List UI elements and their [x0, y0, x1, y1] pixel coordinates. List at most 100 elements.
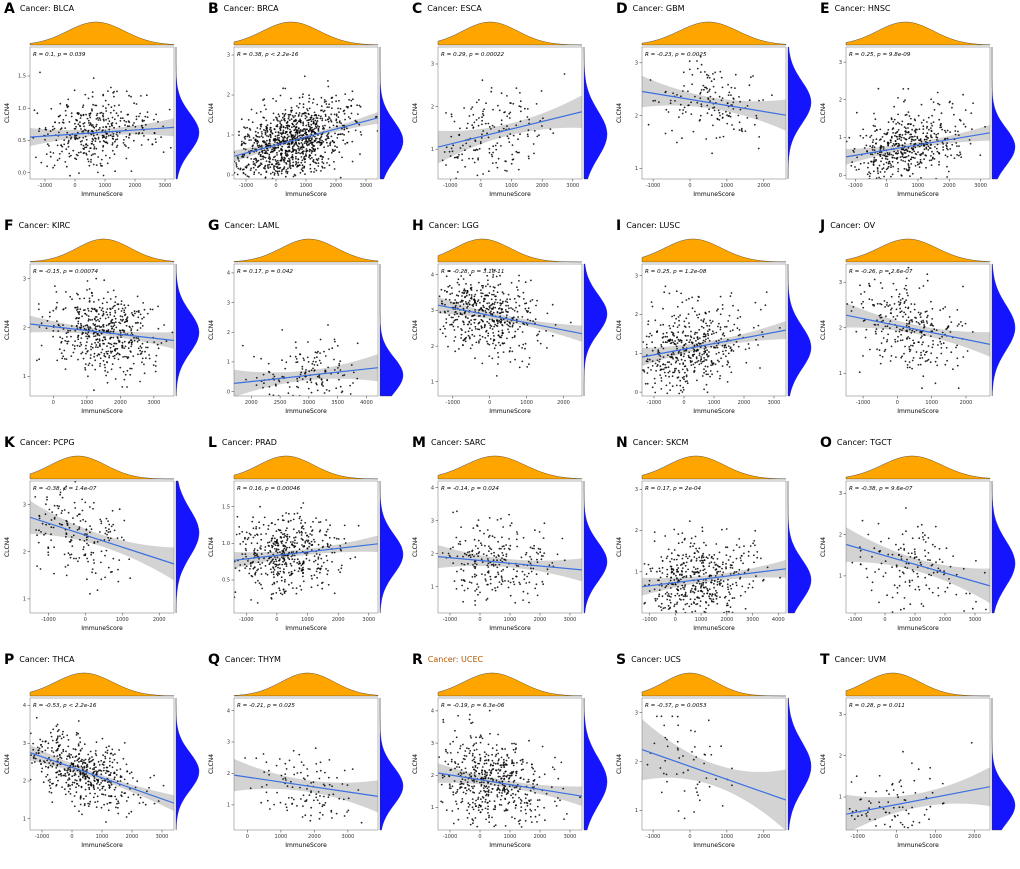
stats-annotation: R = -0.19, p = 6.3e-06: [441, 703, 505, 709]
stats-annotation: R = -0.53, p < 2.2e-16: [33, 703, 97, 709]
top-density-curve: [641, 21, 787, 46]
y-axis-label: CLCN4: [820, 754, 827, 774]
svg-text:1000: 1000: [721, 183, 734, 189]
svg-text:1000: 1000: [925, 400, 938, 406]
panel-chart: R = -0.28, p = 3.1e-11 -1000 0 1000 2000 1 2 3 4…: [412, 238, 608, 415]
x-axis-ticks: -1000 0 1000 2000: [446, 396, 570, 406]
x-axis-label: ImmuneScore: [693, 625, 735, 632]
panel-letter: P: [4, 651, 15, 668]
x-axis-ticks: -1000 0 1000 2000: [856, 396, 972, 406]
y-axis-ticks: 123: [431, 62, 438, 153]
x-axis-ticks: -1000 0 1000 2000 3000: [443, 179, 579, 189]
svg-text:2000: 2000: [943, 183, 956, 189]
panel-chart: R = -0.53, p < 2.2e-16 -1000 0 1000 2000 3000…: [4, 672, 200, 849]
svg-text:0: 0: [488, 400, 491, 406]
panel-R: R Cancer: UCEC R = -0.19, p = 6.3e-06 -1000…: [408, 651, 612, 868]
svg-text:2: 2: [839, 98, 842, 104]
scatter-points: [441, 510, 566, 606]
right-density-curve: [583, 263, 608, 396]
trend-line: [438, 304, 582, 335]
panel-letter: Q: [208, 651, 220, 668]
stats-annotation: R = 0.38, p < 2.2e-16: [237, 52, 299, 58]
svg-text:0.0: 0.0: [18, 170, 26, 176]
plot-area: [846, 47, 990, 179]
x-axis-ticks: -1000 0 1000 2000: [646, 830, 770, 840]
stats-annotation: R = -0.23, p = 0.0025: [645, 52, 707, 58]
panel-P: P Cancer: THCA R = -0.53, p < 2.2e-16 -1000…: [0, 651, 204, 868]
top-density-curve: [437, 21, 583, 46]
plot-border: [233, 263, 379, 397]
x-axis-label: ImmuneScore: [81, 408, 123, 415]
top-density-curve: [641, 455, 787, 480]
trend-line: [30, 752, 174, 804]
y-axis-ticks: 123: [635, 61, 642, 172]
cancer-label: Cancer: LAML: [224, 221, 280, 230]
panel-header: M Cancer: SARC: [408, 434, 612, 451]
x-axis-ticks: -1000 0 1000 2000 3000: [848, 179, 987, 189]
y-axis-label: CLCN4: [4, 103, 11, 123]
svg-text:0: 0: [84, 617, 87, 623]
svg-text:1000: 1000: [520, 400, 533, 406]
stats-annotation: R = -0.21, p = 0.025: [237, 703, 295, 709]
top-density-curve: [437, 238, 582, 263]
svg-text:2: 2: [839, 325, 842, 331]
panel-header: J Cancer: OV: [816, 217, 1020, 234]
panel-letter: L: [208, 434, 217, 451]
right-density-curve: [583, 481, 608, 614]
trend-line: [234, 543, 378, 561]
svg-text:-1000: -1000: [647, 400, 662, 406]
scatter-points: [642, 285, 781, 395]
plot-border: [233, 480, 379, 614]
panel-header: N Cancer: SKCM: [612, 434, 816, 451]
svg-text:3000: 3000: [148, 400, 161, 406]
panel-header: S Cancer: UCS: [612, 651, 816, 668]
top-density-curve: [845, 455, 991, 480]
stats-annotation: R = -0.38, p = 9.6e-07: [849, 486, 913, 492]
stats-annotation: R = 0.25, p = 1.2e-08: [645, 269, 707, 275]
trend-line: [642, 90, 786, 116]
panel-header: R Cancer: UCEC: [408, 651, 612, 668]
scatter-points: [244, 747, 363, 824]
cancer-label: Cancer: ESCA: [427, 4, 482, 13]
plot-border: [29, 480, 175, 614]
svg-text:0: 0: [839, 173, 842, 179]
x-axis-ticks: -1000 0 1000 2000 3000: [848, 613, 981, 623]
panel-letter: I: [616, 217, 622, 234]
cancer-label: Cancer: BLCA: [19, 4, 75, 13]
y-axis-ticks: 123: [839, 712, 846, 801]
cancer-label: Cancer: LUSC: [626, 221, 681, 230]
panel-letter: R: [412, 651, 423, 668]
right-density-curve: [991, 481, 1016, 614]
stats-annotation: R = 0.28, p = 0.011: [849, 703, 905, 709]
plot-border: [641, 697, 787, 831]
cancer-label: Cancer: LGG: [428, 221, 479, 230]
trend-line: [642, 749, 786, 801]
plot-border: [437, 263, 583, 397]
trend-line: [30, 516, 174, 565]
x-axis-ticks: -1000 0 1000 2000: [850, 830, 981, 840]
trend-line: [30, 323, 174, 342]
svg-text:1: 1: [635, 351, 638, 357]
panel-header: I Cancer: LUSC: [612, 217, 816, 234]
right-density-curve: [379, 47, 404, 180]
cancer-label: Cancer: PRAD: [221, 438, 277, 447]
y-axis-label: CLCN4: [820, 103, 827, 123]
panel-E: E Cancer: HNSC R = 0.25, p = 9.8e-09 -1000 0…: [816, 0, 1020, 217]
panel-header: O Cancer: TGCT: [816, 434, 1020, 451]
panel-letter: C: [412, 0, 423, 17]
cancer-label: Cancer: THYM: [224, 655, 281, 664]
panel-chart: R = -0.37, p = 0.0053 -1000 0 1000 2000 123 Im…: [616, 672, 812, 849]
top-density-curve: [233, 21, 379, 46]
plot-border: [641, 480, 787, 614]
svg-text:4000: 4000: [360, 400, 373, 406]
cancer-label: Cancer: UCS: [631, 655, 681, 664]
svg-text:3000: 3000: [360, 183, 373, 189]
y-axis-label: CLCN4: [616, 103, 623, 123]
cancer-label: Cancer: THCA: [19, 655, 75, 664]
stats-annotation: R = -0.28, p = 3.1e-11: [441, 269, 504, 275]
right-density-curve: [175, 480, 200, 614]
panel-chart: R = -0.38, p = 1.4e-07 -1000 0 1000 2000 1 2 3 I…: [4, 455, 200, 632]
x-axis-label: ImmuneScore: [81, 625, 123, 632]
panel-G: G Cancer: LAML R = 0.17, p = 0.042 2000 2500…: [204, 217, 408, 434]
